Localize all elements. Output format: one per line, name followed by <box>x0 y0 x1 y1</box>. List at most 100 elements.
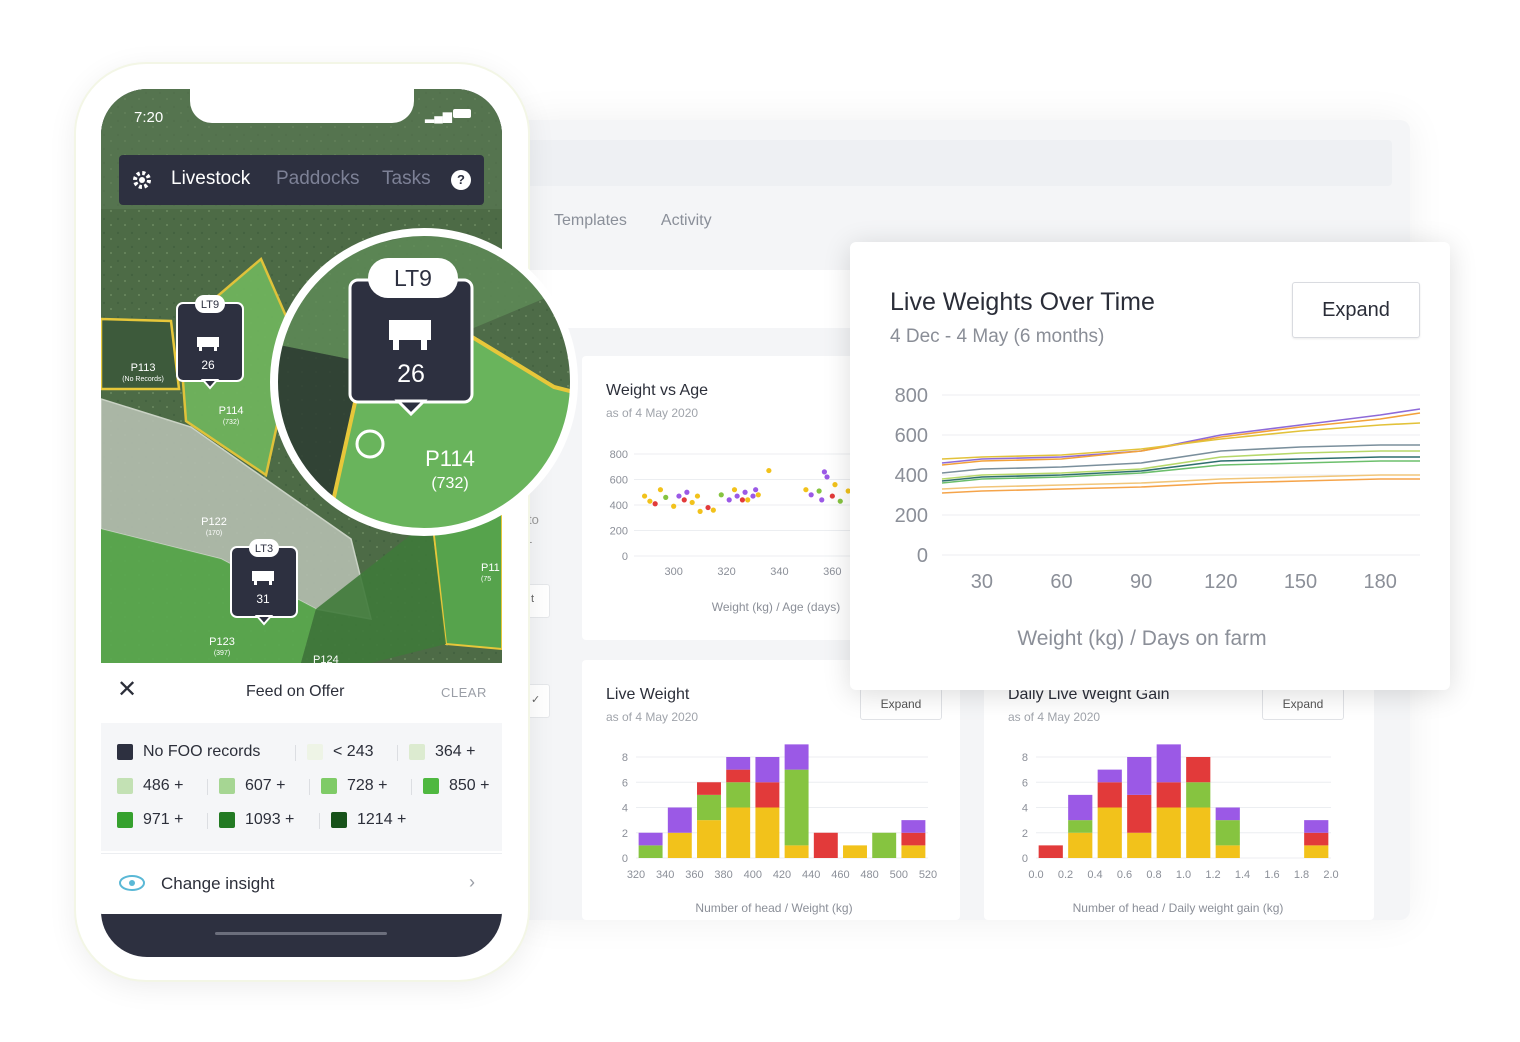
x-tick-label: 420 <box>773 869 791 881</box>
x-tick-label: 480 <box>860 869 878 881</box>
paddock-label: P122 <box>201 516 227 528</box>
x-tick-label: 1.2 <box>1205 869 1220 881</box>
change-insight-row[interactable]: Change insight › <box>101 853 502 914</box>
clear-button[interactable]: CLEAR <box>441 685 487 700</box>
legend-swatch <box>423 778 439 794</box>
x-tick-label: 340 <box>656 869 674 881</box>
bar-segment-yellow <box>1127 832 1152 858</box>
paddock-note: (No Records) <box>122 376 164 383</box>
scatter-point <box>824 474 830 480</box>
bar-segment-red <box>1156 782 1181 808</box>
legend-swatch <box>321 778 337 794</box>
scatter-point <box>739 497 746 503</box>
legend-item: 1093 + <box>219 811 294 829</box>
marker-label: LT3 <box>255 543 273 555</box>
x-tick-label: 0.2 <box>1058 869 1073 881</box>
legend-separator <box>207 779 208 795</box>
x-tick-label: 90 <box>1130 571 1152 593</box>
legend-item: 486 + <box>117 777 183 795</box>
x-tick-label: 440 <box>802 869 820 881</box>
livestock-marker-lt3[interactable]: LT3 31 <box>230 539 298 626</box>
dashboard-filter-bar <box>530 270 850 328</box>
y-tick-label: 0 <box>622 551 628 563</box>
scatter-point <box>821 469 827 475</box>
paddock-p124[interactable] <box>301 519 446 663</box>
y-tick-label: 800 <box>610 449 628 461</box>
x-tick-label: 320 <box>627 869 645 881</box>
legend-separator <box>295 745 296 761</box>
scatter-point <box>663 494 669 500</box>
expand-button[interactable]: Expand <box>1292 282 1420 338</box>
x-axis-label: Weight (kg) / Age (days) <box>712 600 841 614</box>
x-tick-label: 30 <box>971 571 993 593</box>
tab-paddocks[interactable]: Paddocks <box>276 168 360 189</box>
legend-separator <box>411 779 412 795</box>
live-weights-over-time-card: Live Weights Over Time 4 Dec - 4 May (6 … <box>850 242 1450 690</box>
bar-segment-purple <box>1127 757 1152 795</box>
legend-item: No FOO records <box>117 743 260 761</box>
legend-separator <box>319 813 320 829</box>
bar-segment-yellow <box>1215 845 1240 858</box>
paddock-label: P114 <box>219 405 244 417</box>
tab-livestock[interactable]: Livestock <box>171 168 251 189</box>
scatter-point <box>755 492 761 498</box>
scatter-point <box>718 492 724 498</box>
tab-templates[interactable]: Templates <box>554 212 627 229</box>
tab-activity[interactable]: Activity <box>660 212 712 229</box>
expand-button[interactable]: Expand <box>1262 688 1344 720</box>
y-tick-label: 8 <box>1022 752 1028 764</box>
y-tick-label: 400 <box>895 465 928 487</box>
bar-segment-red <box>901 832 926 846</box>
legend-swatch <box>331 812 347 828</box>
bar-segment-purple <box>726 757 751 770</box>
paddock-p113[interactable] <box>101 317 181 391</box>
scatter-point <box>652 501 658 507</box>
scatter-point <box>766 467 772 474</box>
expand-button[interactable]: Expand <box>860 688 942 720</box>
legend-label: No FOO records <box>143 743 261 760</box>
legend-item: 850 + <box>423 777 489 795</box>
bar-segment-yellow <box>755 807 780 858</box>
y-tick-label: 800 <box>895 385 928 407</box>
zoom-ring <box>270 228 578 536</box>
card-subtitle: as of 4 May 2020 <box>606 406 699 420</box>
legend-swatch <box>219 812 235 828</box>
phone-notch <box>190 89 414 123</box>
paddock-p123[interactable] <box>101 529 316 663</box>
scatter-point <box>684 489 690 495</box>
y-tick-label: 2 <box>622 828 628 840</box>
bar-segment-purple <box>667 807 692 833</box>
signal-icon: ▂▄▆ <box>425 109 452 123</box>
bar-segment-purple <box>1156 744 1181 783</box>
scatter-point <box>829 493 835 499</box>
legend-swatch <box>117 778 133 794</box>
feed-on-offer-header: ✕ Feed on Offer CLEAR <box>101 663 502 723</box>
zoom-livestock-marker-lt9[interactable]: LT9 26 <box>348 258 474 417</box>
help-icon[interactable]: ? <box>451 170 471 190</box>
y-tick-label: 4 <box>1022 803 1028 815</box>
y-tick-label: 0 <box>622 853 628 865</box>
y-tick-label: 400 <box>610 500 628 512</box>
legend-label: 728 + <box>347 777 388 794</box>
scatter-point <box>845 488 851 494</box>
scatter-point <box>726 497 732 503</box>
close-icon[interactable]: ✕ <box>117 676 138 703</box>
scatter-point <box>816 488 822 494</box>
legend-label: 607 + <box>245 777 286 794</box>
livestock-marker-lt9[interactable]: LT9 26 <box>176 295 244 390</box>
bar-segment-yellow <box>667 832 692 858</box>
live-weights-over-time-chart: 0 200 400 600 800 30 60 90 120 150 180 Weight (kg… <box>895 385 1421 650</box>
bar-segment-green <box>638 845 663 858</box>
scatter-point <box>753 487 759 493</box>
series-line <box>941 408 1421 464</box>
bar-segment-yellow <box>1068 832 1093 858</box>
gear-icon[interactable] <box>131 169 153 191</box>
tab-tasks[interactable]: Tasks <box>382 168 431 189</box>
y-tick-label: 600 <box>610 475 628 487</box>
scatter-point <box>681 497 687 503</box>
y-tick-label: 600 <box>895 425 928 447</box>
x-tick-label: 340 <box>770 566 788 578</box>
legend-swatch <box>307 744 323 760</box>
